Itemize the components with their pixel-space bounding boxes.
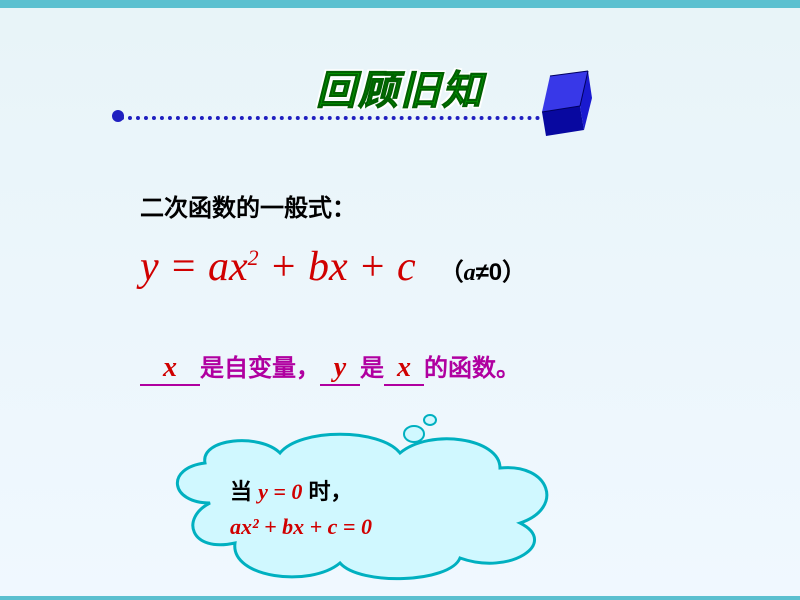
sentence-p2: 是: [360, 355, 384, 382]
cloud-line1: 当 y = 0 时，: [230, 474, 372, 509]
condition: （a≠0）: [440, 252, 527, 287]
cond-open: （: [440, 259, 464, 286]
cond-close: ）: [502, 259, 526, 286]
title-row: 回顾旧知: [0, 58, 800, 116]
sentence-p1: 是自变量，: [200, 355, 320, 382]
formula: y = ax2 + bx + c: [140, 243, 416, 291]
formula-eq: =: [159, 244, 208, 290]
sentence-p3: 的函数。: [424, 355, 520, 382]
formula-lhs: y: [140, 244, 159, 290]
subtitle: 二次函数的一般式：: [140, 188, 356, 223]
dotted-underline: [120, 116, 540, 120]
formula-row: y = ax2 + bx + c （a≠0）: [140, 243, 526, 291]
cube-icon: [530, 68, 600, 138]
cloud-l1-post: 时，: [302, 479, 352, 504]
page-title: 回顾旧知: [316, 69, 484, 113]
formula-exp: 2: [248, 245, 259, 270]
blank-1: x: [140, 354, 200, 386]
cloud-l1-eq: y = 0: [258, 479, 302, 504]
cloud-text: 当 y = 0 时， ax² + bx + c = 0: [230, 474, 372, 544]
thought-cloud: 当 y = 0 时， ax² + bx + c = 0: [150, 408, 590, 588]
formula-a: ax: [208, 244, 248, 290]
cond-var: a: [464, 260, 476, 286]
formula-rest: + bx + c: [259, 244, 416, 290]
cloud-l1-pre: 当: [230, 479, 258, 504]
cond-ne: ≠0: [476, 259, 503, 286]
blank-2: y: [320, 354, 360, 386]
sentence: x是自变量，y是x的函数。: [140, 348, 520, 386]
cloud-line2: ax² + bx + c = 0: [230, 509, 372, 544]
blank-3: x: [384, 354, 424, 386]
